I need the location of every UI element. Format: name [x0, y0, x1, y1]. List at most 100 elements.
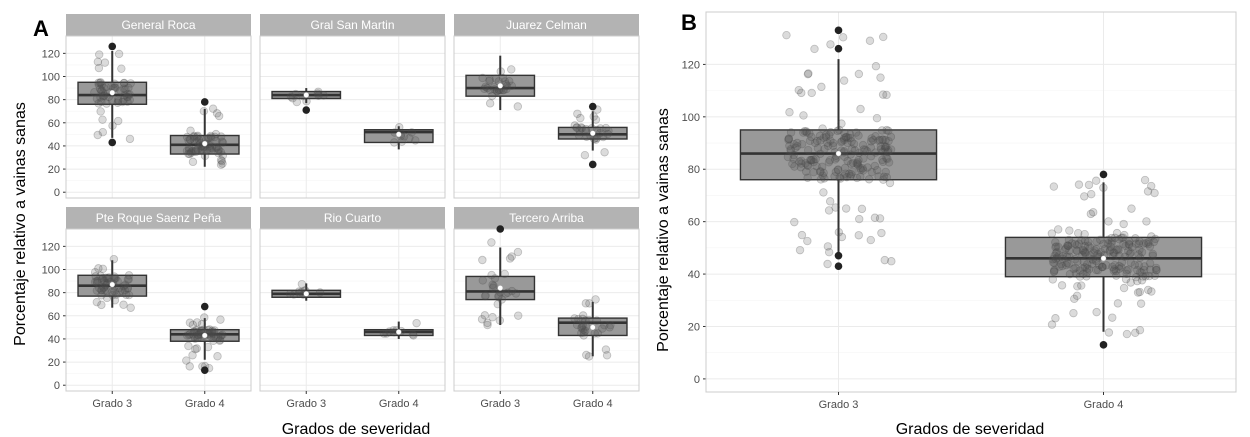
facet-3-grado-4-outlier-0: [200, 302, 209, 311]
panel-b-grado-3-jitter-point: [844, 133, 853, 142]
panel-b-grado-4-jitter-point: [1140, 175, 1150, 185]
panel-b-grado-3-jitter-point: [859, 154, 868, 163]
facet-5-grado-3-outlier-0: [496, 225, 505, 233]
panel-b-grado-3-jitter-point: [853, 159, 862, 169]
facet-1-strip-label: Gral San Martin: [310, 18, 394, 32]
facet-0-grado-3-jitter-point: [119, 95, 128, 105]
facet-5-grado-4-jitter-point: [579, 328, 589, 337]
panel-b-grado-4-jitter-point: [1070, 239, 1080, 249]
panel-b-grado-4-jitter-point: [1062, 260, 1071, 270]
panel-b-grado-4-jitter-point: [1072, 240, 1081, 250]
panel-b-grado-3-jitter-point: [877, 228, 886, 238]
panel-b-grado-4-jitter-point: [1080, 236, 1090, 246]
facet-0-grado-3-jitter-point: [97, 87, 106, 96]
panel-b-grado-3-jitter-point: [797, 88, 806, 98]
panel-b-grado-3-jitter-point: [833, 165, 843, 175]
facet-0-grado-4-jitter-point: [216, 132, 226, 141]
panel-b-grado-4-jitter-point: [1047, 229, 1057, 238]
facet-4-grado-4-jitter-point: [379, 329, 389, 338]
panel-b-grado-3-jitter-point: [869, 135, 878, 145]
panel-b-grado-3-jitter-point: [826, 136, 835, 145]
facet-1-grado-3-outlier-0: [302, 106, 311, 114]
panel-b-grado-3-jitter-point: [816, 175, 826, 184]
panel-b-grado-4-jitter-point: [1079, 246, 1088, 255]
panel-b-grado-3-jitter-point: [882, 154, 891, 163]
panel-b-grado-4-jitter-point: [1065, 246, 1074, 255]
panel-b-grado-3-jitter-point: [809, 155, 818, 164]
panel-b-grado-3-mean: [835, 150, 842, 157]
facet-3-grado-3-jitter-point: [92, 286, 102, 295]
panel-b-grado-4-jitter-point: [1084, 241, 1093, 250]
panel-b-grado-3-jitter-point: [819, 133, 828, 142]
panel-b-grado-4-jitter-point: [1112, 245, 1121, 255]
panel-b-plot: 0 20 40 60 80 100 120 Grado 3 Grado 4: [682, 11, 1237, 411]
facet-1-grado-3-jitter-point: [314, 91, 323, 100]
facet-5-grado-3-jitter-point: [488, 313, 497, 322]
facet-0-grado-3-jitter-point: [119, 79, 129, 88]
panel-b-grado-3-jitter-point: [795, 157, 804, 166]
facet-3-grado-3-jitter-point: [97, 291, 106, 300]
facet-3-grado-3-jitter-point: [110, 274, 119, 283]
panel-b-grado-4-jitter-point: [1069, 264, 1078, 274]
panel-b-grado-4-jitter-point: [1120, 230, 1129, 240]
panel-b-grado-4-jitter-point: [1051, 255, 1061, 264]
panel-b-grado-4-jitter-point: [1119, 219, 1128, 229]
facet-0-grado-4-jitter-point: [191, 147, 201, 157]
panel-b-grado-3-jitter-point: [875, 214, 885, 223]
panel-b-grado-3-jitter-point: [816, 136, 825, 145]
panel-b-grado-4-jitter-point: [1143, 285, 1153, 295]
facet-5-grado-3-jitter-point: [501, 289, 511, 298]
panel-b-grado-4-jitter-point: [1152, 265, 1161, 275]
facet-0-grado-3-jitter-point: [95, 84, 105, 94]
panel-b-grado-3-jitter-point: [813, 144, 823, 153]
facet-3-grado-4-jitter-point: [190, 332, 199, 341]
panel-b-grado-4-jitter-point: [1125, 249, 1135, 258]
facet-0-grado-4-jitter-point: [186, 148, 196, 158]
facet-3-grado-3-jitter-point: [104, 273, 114, 282]
panel-b-grado-4-jitter-point: [1064, 259, 1073, 269]
panel-b-grado-3-jitter-point: [881, 143, 890, 152]
panel-b-grado-4-jitter-point: [1082, 260, 1092, 269]
panel-b-grado-3-jitter-point: [837, 119, 846, 128]
facet-0-grado-4-jitter-point: [207, 133, 216, 142]
facet-5-grado-4-jitter-point: [606, 320, 615, 330]
facet-5-grado-4-jitter-point: [584, 315, 594, 325]
panel-b-grado-3-jitter-point: [886, 145, 896, 154]
panel-b-grado-4-outlier-0: [1099, 170, 1108, 179]
facet-4-strip: [260, 207, 445, 229]
facet-2-grado-3-mean: [497, 82, 504, 89]
facet-0-grado-4-jitter-point: [207, 143, 217, 153]
facet-3-grado-3-jitter-point: [123, 284, 133, 293]
facet-0-grado-3-jitter-point: [94, 80, 104, 90]
facet-0-grado-3-jitter-point: [113, 95, 123, 105]
panel-b-grado-3-jitter-point: [870, 161, 880, 171]
panel-b-grado-4-jitter-point: [1147, 287, 1156, 296]
facet-3-grado-3-jitter-point: [100, 283, 109, 292]
panel-b-grado-3-jitter-point: [866, 235, 875, 245]
facet-3-grado-3-jitter-point: [124, 290, 134, 300]
facet-3-grado-3-jitter-point: [108, 291, 117, 300]
panel-b-grado-3-jitter-point: [807, 155, 816, 165]
panel-b-grado-3-jitter-point: [874, 172, 883, 181]
facet-3-grado-4-jitter-point: [184, 341, 193, 351]
panel-b-grado-3-jitter-point: [784, 134, 794, 144]
panel-b-grado-3-jitter-point: [782, 30, 791, 40]
facet-3-y-tick-label-120: 120: [42, 241, 60, 253]
facet-0-grado-3-jitter-point: [113, 98, 122, 107]
panel-b-grado-3-jitter-point: [784, 135, 793, 145]
panel-b-grado-4-jitter-point: [1083, 237, 1093, 247]
panel-b-grado-3-jitter-point: [792, 142, 802, 151]
panel-b-grado-4-jitter-point: [1082, 272, 1091, 281]
facet-gral-san-martin: Gral San Martin: [259, 14, 446, 199]
panel-b-grado-3-jitter-point: [820, 144, 829, 154]
facet-1-grado-4-jitter-point: [405, 133, 414, 143]
facet-1-grado-3-jitter-point: [314, 87, 323, 96]
panel-b-y-axis-title: Porcentaje relativo a vainas sanas: [655, 108, 672, 352]
panel-b-grado-3-jitter-point: [819, 188, 828, 197]
facet-0-y-tick-label-80: 80: [48, 95, 60, 107]
panel-b-grado-4-jitter-point: [1117, 233, 1126, 243]
facet-4-grado-3-jitter-point: [289, 290, 298, 299]
facet-2-grado-4-jitter-point: [582, 132, 591, 141]
facet-3-grado-4-jitter-point: [218, 330, 227, 340]
panel-b-grado-4-jitter-point: [1119, 283, 1129, 293]
